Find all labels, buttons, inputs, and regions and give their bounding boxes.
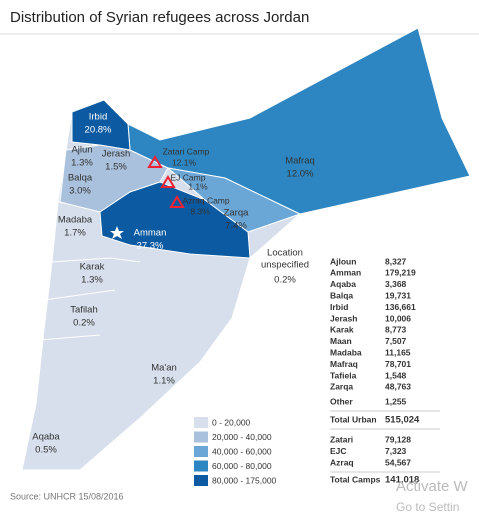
region-irbid (71, 99, 131, 151)
table-value: 7,323 (385, 446, 407, 456)
region-name: Jerash (102, 149, 131, 160)
table-label: Total Urban (330, 414, 377, 424)
legend: 0 - 20,000 20,000 - 40,000 40,000 - 60,000… (194, 417, 277, 486)
legend-label: 80,000 - 175,000 (212, 475, 277, 485)
region-share: 1.3% (81, 275, 103, 286)
table-value: 78,701 (385, 359, 411, 369)
legend-swatch (194, 446, 208, 457)
camp-share: 8.3% (190, 206, 210, 216)
table-label: EJC (330, 446, 347, 456)
legend-swatch (194, 431, 208, 443)
table-value: 179,219 (385, 268, 416, 278)
legend-label: 60,000 - 80,000 (212, 461, 272, 471)
boundary (39, 201, 141, 341)
region-share: 7.4% (225, 221, 247, 232)
table-value: 8,773 (385, 325, 407, 335)
table-label: Maan (330, 336, 352, 346)
region-share: 1.5% (105, 162, 127, 173)
camp-name: EJ Camp (171, 172, 206, 182)
camp-icon (169, 195, 185, 208)
camp-icon (147, 155, 163, 168)
region-share: 27.3% (137, 241, 164, 252)
table-value: 48,763 (385, 382, 411, 392)
region-share: 1.7% (64, 228, 86, 239)
table-value: 1,255 (385, 396, 407, 406)
region-share: 3.0% (69, 186, 91, 197)
region-name: Irbid (89, 112, 107, 123)
table-value: 19,731 (385, 290, 411, 300)
legend-label: 20,000 - 40,000 (212, 432, 272, 442)
table-label: Madaba (330, 347, 362, 357)
unspecified-label: Location (267, 248, 303, 259)
capital-star (110, 226, 124, 239)
table: Ajloun 8,327 Amman 179,219 Aqaba 3,368 Balqa 19… (330, 256, 440, 486)
table-value: 10,006 (385, 313, 411, 323)
table-value: 136,661 (385, 302, 416, 312)
camp-icon (160, 175, 176, 188)
table-value: 79,128 (385, 434, 411, 444)
region-share: 1.3% (71, 158, 93, 169)
table-label: Jerash (330, 313, 357, 323)
table-value: 141,018 (385, 475, 419, 486)
legend-swatch (194, 460, 208, 472)
region-mafraq (127, 27, 471, 215)
table-label: Other (330, 396, 353, 406)
region-name: Ma'an (151, 363, 177, 374)
table-label: Aqaba (330, 279, 356, 289)
table-label: Zarqa (330, 382, 353, 392)
table-value: 3,368 (385, 279, 407, 289)
source: Source: UNHCR 15/08/2016 (10, 491, 124, 501)
legend-label: 0 - 20,000 (212, 417, 251, 427)
labels: Irbid 20.8% Ajlun 1.3% Jerash 1.5% Balqa 3.0% Ma… (32, 112, 315, 456)
table-label: Tafiela (330, 370, 357, 380)
table-value: 11,165 (385, 347, 411, 357)
region-amman (99, 181, 251, 259)
region-zarqa (166, 167, 302, 233)
table-label: Ajloun (330, 256, 356, 266)
region-name: Karak (80, 262, 105, 273)
watermark: Activate W (396, 478, 469, 495)
watermark: Go to Settin (396, 500, 459, 514)
region-name: Balqa (68, 173, 93, 184)
camp-name: Azraq Camp (182, 195, 230, 205)
table-value: 7,507 (385, 336, 407, 346)
region-share: 0.2% (73, 318, 95, 329)
table-label: Mafraq (330, 359, 358, 369)
region-share: 1.1% (153, 376, 175, 387)
table-label: Azraq (330, 457, 354, 467)
region-name: Aqaba (32, 432, 60, 443)
table-label: Zatari (330, 434, 353, 444)
region-name: Mafraq (285, 156, 315, 167)
region-share: 20.8% (85, 125, 112, 136)
region-name: Tafilah (70, 305, 97, 316)
title: Distribution of Syrian refugees across J… (10, 9, 309, 26)
legend-swatch (194, 417, 208, 428)
unspecified-share: 0.2% (274, 275, 296, 286)
table-label: Balqa (330, 290, 353, 300)
table-label: Amman (330, 268, 361, 278)
unspecified-label: unspecified (261, 260, 309, 271)
region-share: 0.5% (35, 445, 57, 456)
region-name: Ajlun (71, 145, 92, 156)
table-label: Karak (330, 325, 354, 335)
legend-swatch (194, 475, 208, 486)
table-value: 54,567 (385, 457, 411, 467)
table-label: Total Camps (330, 474, 381, 484)
legend-label: 40,000 - 60,000 (212, 446, 272, 456)
table-value: 1,548 (385, 370, 407, 380)
table-value: 8,327 (385, 256, 407, 266)
camp-share: 12.1% (172, 157, 197, 167)
camp-share: 1.1% (188, 181, 208, 191)
table-value: 515,024 (385, 415, 420, 426)
region-share: 12.0% (287, 169, 314, 180)
camp-name: Zatari Camp (163, 146, 210, 156)
region-name: Madaba (58, 215, 93, 226)
table-label: Irbid (330, 302, 348, 312)
region-name: Amman (134, 228, 167, 239)
region-name: Zarqa (224, 208, 250, 219)
